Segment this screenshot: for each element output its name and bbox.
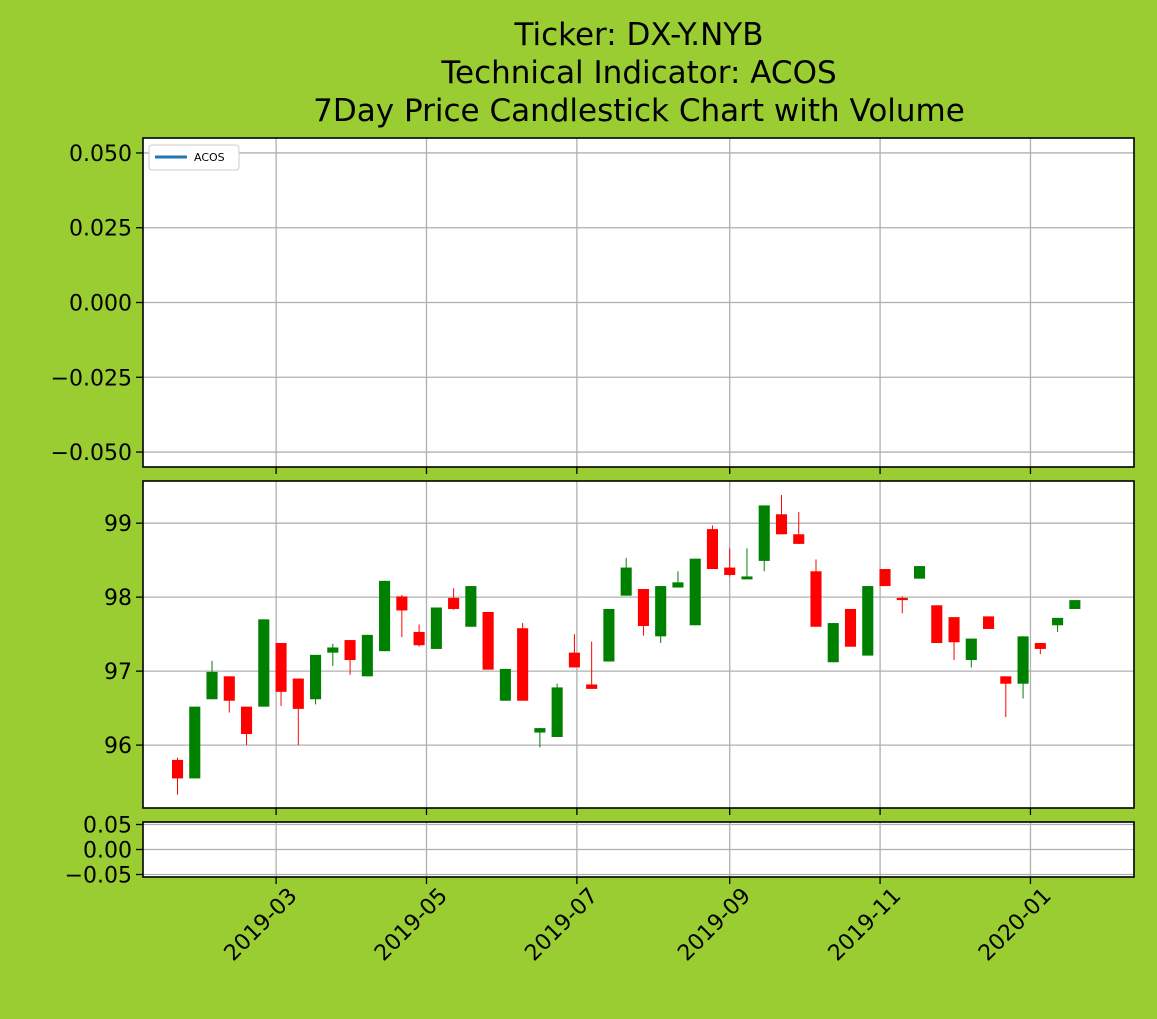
candle-body (568, 652, 580, 668)
legend-label: ACOS (194, 151, 225, 164)
price-frame (142, 480, 1135, 809)
candle-body (413, 631, 425, 646)
candle-body (379, 580, 391, 652)
candle-body (1069, 600, 1081, 609)
candle-body (603, 608, 615, 662)
candle-body (793, 534, 805, 544)
legend-box (148, 144, 240, 171)
candle-body (240, 706, 253, 735)
volume-y-axis: 0.050.00−0.05 (65, 814, 143, 889)
candle-body (275, 643, 287, 692)
candle-body (551, 687, 563, 737)
candle-body (655, 586, 667, 637)
price-plot-area (143, 481, 1134, 808)
volume-ytick-label: 0.00 (83, 839, 132, 864)
price-ytick-label: 98 (104, 586, 132, 611)
candle-body (344, 640, 356, 661)
candle-body (223, 676, 235, 701)
chart-title-line-3: 7Day Price Candlestick Chart with Volume (313, 93, 965, 129)
candle-body (620, 567, 632, 596)
price-y-axis: 96 97 98 99 (104, 512, 143, 759)
candle-body (827, 623, 839, 663)
candle-body (637, 589, 649, 627)
candle-body (741, 576, 753, 580)
candle-body (931, 605, 943, 644)
candle-body (206, 671, 218, 700)
candle-body (862, 586, 874, 656)
chart-title-line-2: Technical Indicator: ACOS (440, 55, 836, 91)
candle-body (1017, 636, 1029, 684)
indicator-frame (142, 137, 1135, 468)
candle-body (327, 647, 339, 653)
candle-body (189, 706, 201, 779)
candle-body (844, 608, 857, 647)
candle-body (448, 597, 460, 609)
candle-body (171, 759, 184, 779)
candle-body (1052, 617, 1064, 626)
chart-title-line-1: Ticker: DX-Y.NYB (513, 17, 763, 53)
volume-grid (143, 822, 1134, 877)
candle-body (810, 571, 822, 627)
candle-body (465, 586, 477, 627)
candle-body (896, 597, 908, 601)
volume-frame (142, 821, 1135, 878)
candle-body (879, 569, 891, 587)
price-x-ticks (275, 808, 1032, 815)
candle-body (534, 728, 546, 733)
candle-body (430, 607, 442, 649)
indicator-grid (143, 138, 1134, 467)
indicator-ytick-label: −0.025 (51, 366, 132, 391)
candle-body (258, 619, 270, 707)
indicator-legend: ACOS (148, 144, 240, 171)
candle-body (724, 567, 736, 575)
candle-body (361, 634, 373, 677)
candle-body (586, 684, 598, 689)
indicator-ytick-label: 0.050 (69, 142, 132, 167)
candle-body (965, 638, 977, 661)
candle-body (689, 558, 701, 626)
indicator-panel: 0.050 0.025 0.000 −0.025 −0.050 ACOS (51, 137, 1135, 474)
candle-body (396, 596, 408, 611)
candle-body (706, 529, 719, 570)
candle-body (310, 654, 322, 700)
candle-body (292, 678, 304, 709)
candle-body (775, 514, 788, 535)
indicator-ytick-label: 0.025 (69, 217, 132, 242)
indicator-x-ticks (275, 467, 1032, 474)
price-ytick-label: 99 (104, 512, 132, 537)
price-ytick-label: 97 (104, 660, 132, 685)
candle-body (983, 616, 995, 629)
indicator-y-axis: 0.050 0.025 0.000 −0.025 −0.050 (51, 142, 143, 466)
price-grid (143, 481, 1134, 808)
candlesticks (171, 495, 1081, 795)
candle-body (1000, 676, 1012, 684)
indicator-ytick-label: 0.000 (69, 292, 132, 317)
candle-body (672, 582, 684, 588)
candle-body (948, 617, 960, 643)
candle-body (517, 628, 529, 701)
volume-ytick-label: 0.05 (83, 814, 132, 839)
candle-body (482, 611, 494, 670)
candle-body (913, 566, 926, 579)
candle-body (1034, 643, 1046, 649)
candle-body (499, 668, 511, 701)
price-ytick-label: 96 (104, 734, 132, 759)
volume-ytick-label: −0.05 (65, 864, 132, 889)
price-panel: 96 97 98 99 (104, 480, 1135, 815)
indicator-ytick-label: −0.050 (51, 441, 132, 466)
candle-body (758, 505, 770, 561)
